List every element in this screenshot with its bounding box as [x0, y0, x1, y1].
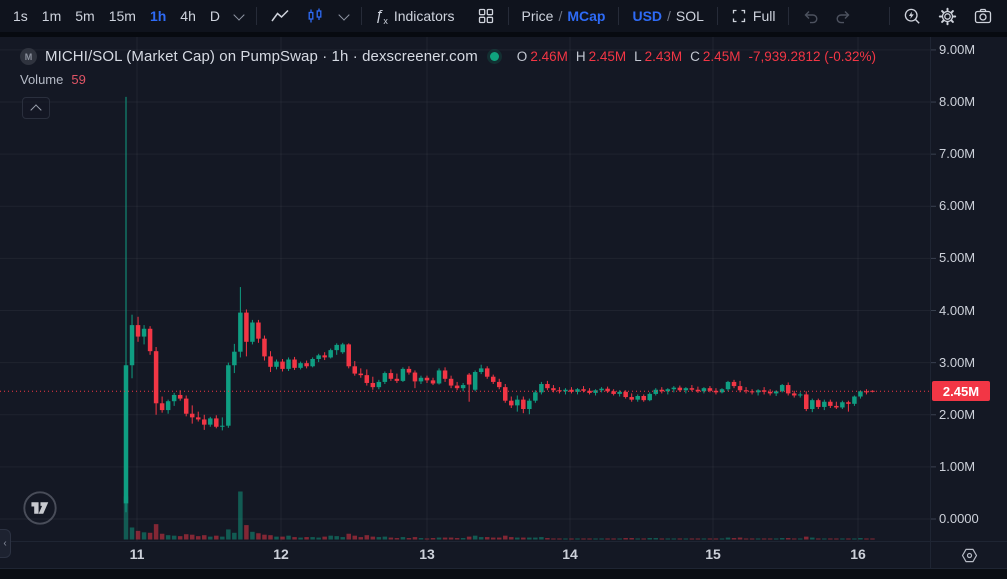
bottom-strip — [0, 568, 1007, 579]
top-toolbar: 1s 1m 5m 15m 1h 4h D ƒx Indicators — [0, 0, 1007, 32]
usd-sol-toggle: USD / SOL — [624, 3, 711, 29]
open-value: 2.46M — [530, 49, 568, 64]
chart-type-expand-button[interactable] — [332, 3, 356, 29]
layout-grid-button[interactable] — [469, 3, 503, 29]
low-value: 2.43M — [644, 49, 683, 64]
toolbar-divider — [889, 7, 890, 25]
high-label: H — [575, 49, 586, 64]
price-scale-price-option[interactable]: Price — [521, 8, 554, 24]
timeframe-group: 1s 1m 5m 15m 1h 4h D — [6, 3, 227, 29]
price-scale-mcap-option[interactable]: MCap — [567, 8, 606, 24]
change-value: -7,939.2812 (-0.32%) — [748, 49, 877, 64]
time-axis-label: 12 — [273, 546, 289, 562]
currency-sol-option[interactable]: SOL — [675, 8, 704, 24]
chart-legend: M MICHI/SOL (Market Cap) on PumpSwap · 1… — [20, 48, 876, 65]
volume-value: 59 — [71, 72, 86, 87]
volume-label[interactable]: Volume — [20, 72, 64, 87]
toolbar-divider — [360, 7, 362, 25]
close-label: C — [690, 49, 700, 64]
price-axis-label: 9.00M — [939, 41, 976, 57]
redo-icon — [836, 11, 850, 24]
market-status-dot — [489, 52, 499, 61]
price-axis-label: 5.00M — [939, 250, 976, 266]
time-axis-label: 15 — [705, 546, 721, 562]
timeframe-button-1h[interactable]: 1h — [143, 3, 173, 29]
low-label: L — [634, 49, 642, 64]
toggle-slash: / — [558, 8, 563, 24]
layout-grid-icon — [478, 8, 493, 24]
toolbar-divider — [255, 7, 257, 25]
time-axis-label: 13 — [419, 546, 435, 562]
toolbar-divider — [507, 7, 509, 25]
time-axis-label: 14 — [562, 546, 578, 562]
price-axis-label: 8.00M — [939, 94, 976, 110]
fullscreen-button[interactable]: Full — [723, 3, 784, 29]
toggle-slash: / — [667, 8, 671, 24]
chevron-left-icon: ‹ — [3, 538, 7, 549]
high-value: 2.45M — [588, 49, 627, 64]
last-price-badge: 2.45M — [932, 381, 990, 402]
chevron-down-icon — [338, 8, 350, 21]
currency-usd-option[interactable]: USD — [632, 8, 663, 24]
time-axis-label: 16 — [850, 546, 866, 562]
timeframe-button-4h[interactable]: 4h — [173, 3, 203, 29]
fx-function-icon: ƒx — [374, 6, 388, 26]
gear-icon — [938, 7, 957, 25]
timeframe-button-D[interactable]: D — [203, 3, 227, 29]
side-panel-collapse-tab[interactable]: ‹ — [0, 529, 11, 558]
tradingview-logo[interactable] — [21, 489, 59, 532]
price-axis-label: 6.00M — [939, 198, 976, 214]
tradingview-logo-icon — [23, 491, 57, 525]
price-axis-label: 0.0000 — [939, 511, 979, 526]
toolbar-divider — [716, 7, 718, 25]
timeframe-button-5m[interactable]: 5m — [68, 3, 101, 29]
timeframe-button-1m[interactable]: 1m — [35, 3, 68, 29]
price-scale-settings-button[interactable] — [961, 547, 978, 569]
undo-button[interactable] — [794, 3, 827, 29]
fullscreen-label: Full — [752, 8, 776, 24]
chevron-up-icon — [30, 103, 42, 116]
price-axis-label: 3.00M — [939, 354, 976, 370]
price-axis-label: 7.00M — [939, 146, 976, 162]
toolbar-divider — [618, 7, 620, 25]
timeframe-button-1s[interactable]: 1s — [6, 3, 35, 29]
close-value: 2.45M — [702, 49, 741, 64]
price-axis-label: 1.00M — [939, 458, 976, 474]
symbol-title[interactable]: MICHI/SOL (Market Cap) on PumpSwap · 1h … — [45, 48, 478, 65]
camera-icon — [974, 8, 992, 24]
token-logo: M — [20, 48, 37, 65]
timeframe-expand-button[interactable] — [227, 3, 251, 29]
open-label: O — [516, 49, 528, 64]
candlestick-chart-icon — [308, 8, 322, 23]
redo-button[interactable] — [827, 3, 860, 29]
fullscreen-icon — [732, 9, 746, 23]
indicators-button[interactable]: ƒx Indicators — [367, 3, 463, 29]
toolbar-divider — [788, 7, 790, 25]
indicators-label: Indicators — [393, 8, 455, 24]
chevron-down-icon — [233, 8, 245, 21]
line-chart-icon — [271, 9, 289, 22]
line-chart-type-button[interactable] — [262, 3, 298, 29]
toolbar-divider-strip — [0, 32, 1007, 37]
time-axis-label: 11 — [129, 546, 145, 562]
timeframe-button-15m[interactable]: 15m — [102, 3, 143, 29]
settings-button[interactable] — [930, 3, 965, 29]
chart-background — [0, 37, 1007, 568]
volume-indicator-row: Volume 59 — [20, 72, 86, 87]
screenshot-button[interactable] — [965, 3, 1001, 29]
price-axis-label: 2.00M — [939, 406, 976, 422]
price-axis-label: 4.00M — [939, 302, 976, 318]
legend-collapse-button[interactable] — [22, 97, 50, 119]
ohlc-readout: O 2.46M H 2.45M L 2.43M C 2.45M -7,939.2… — [517, 49, 876, 64]
axis-gear-icon — [961, 548, 978, 563]
quick-search-flash-icon — [904, 8, 920, 24]
undo-icon — [804, 11, 818, 24]
quick-search-button[interactable] — [895, 3, 930, 29]
price-mcap-toggle: Price / MCap — [514, 3, 614, 29]
candlestick-chart-type-button[interactable] — [298, 3, 332, 29]
